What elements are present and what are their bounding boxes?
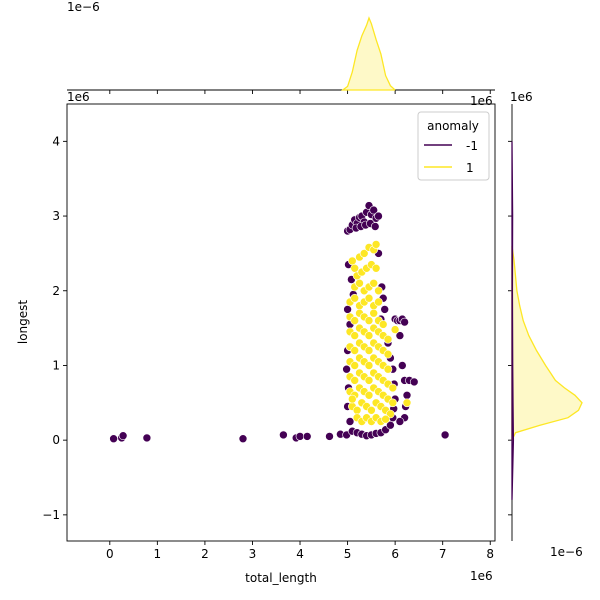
legend: anomaly -1 1 <box>417 111 490 181</box>
legend-box <box>417 111 490 181</box>
scatter-point-pos1-18 <box>350 293 360 303</box>
scatter-point-pos1-31 <box>378 320 388 329</box>
scatter-point-neg1-35 <box>343 305 352 314</box>
x-tick-label-8: 8 <box>486 547 494 561</box>
scatter-point-pos1-45 <box>364 346 374 355</box>
top-density-panel <box>67 16 495 94</box>
scatter-point-neg1-9 <box>325 432 334 441</box>
scatter-point-pos1-29 <box>369 308 379 318</box>
scatter-point-neg1-38 <box>342 364 351 374</box>
right-density-tick-offset: 1e6 <box>510 90 533 104</box>
scatter-point-pos1-78 <box>388 398 398 408</box>
scatter-point-pos1-49 <box>383 349 393 359</box>
scatter-point-neg1-66 <box>400 317 409 327</box>
legend-title: anomaly <box>427 119 479 133</box>
top-density-curve-0 <box>340 16 396 91</box>
scatter-point-neg1-7 <box>295 432 305 441</box>
x-tick-label-0: 0 <box>106 547 114 561</box>
right-density-panel <box>508 104 583 541</box>
scatter-point-neg1-55 <box>380 305 390 314</box>
scatter-point-pos1-98 <box>347 394 357 404</box>
scatter-point-neg1-4 <box>238 434 248 444</box>
scatter-point-pos1-40 <box>383 334 393 344</box>
right-density-curve-0 <box>511 245 583 441</box>
scatter-point-pos1-36 <box>364 331 374 340</box>
scatter-point-neg1-8 <box>302 432 312 441</box>
scatter-point-pos1-10 <box>371 263 381 273</box>
scatter-point-neg1-68 <box>397 361 407 370</box>
scatter-point-pos1-15 <box>369 278 379 288</box>
y-axis-ticks: −1 0 1 2 3 4 <box>42 134 67 522</box>
scatter-point-pos1-21 <box>364 293 374 303</box>
scatter-point-pos1-54 <box>364 361 374 370</box>
scatter-point-pos1-68 <box>388 383 398 393</box>
y-tick-label-0: 0 <box>52 433 60 447</box>
scatter-point-pos1-80 <box>352 405 362 415</box>
scatter-point-pos1-28 <box>364 316 374 325</box>
scatter-point-neg1-5 <box>279 430 288 440</box>
legend-label-neg1: -1 <box>466 139 478 153</box>
scatter-point-pos1-51 <box>350 361 360 370</box>
x-tick-label-7: 7 <box>439 547 447 561</box>
scatter-point-pos1-96 <box>390 325 400 334</box>
x-tick-label-4: 4 <box>296 547 304 561</box>
scatter-point-pos1-94 <box>381 414 390 424</box>
scatter-point-pos1-16 <box>374 286 383 296</box>
scatter-point-neg1-31 <box>370 222 380 231</box>
right-density-offset-label: 1e−6 <box>550 545 583 559</box>
y-tick-label-4: 4 <box>52 134 60 148</box>
y-tick-label-2: 2 <box>52 284 60 298</box>
x-tick-label-1: 1 <box>154 547 162 561</box>
scatter-point-pos1-3 <box>359 249 369 258</box>
scatter-point-pos1-83 <box>367 405 376 415</box>
scatter-point-neg1-67 <box>395 331 405 340</box>
scatter-point-pos1-42 <box>350 346 360 355</box>
scatter-point-pos1-12 <box>355 278 364 288</box>
y-tick-label--1: −1 <box>42 508 60 522</box>
scatter-point-pos1-25 <box>350 316 360 325</box>
scatter-point-pos1-33 <box>350 331 360 340</box>
legend-label-pos1: 1 <box>466 161 474 175</box>
right-density-curve-1 <box>511 141 515 500</box>
scatter-point-neg1-75 <box>395 417 405 426</box>
x-offset-label: 1e6 <box>470 569 493 583</box>
x-tick-label-3: 3 <box>249 547 257 561</box>
scatter-point-neg1-3 <box>142 433 152 443</box>
scatter-point-pos1-63 <box>364 376 374 385</box>
top-density-tick-offset: 1e6 <box>470 94 493 108</box>
scatter-point-neg1-72 <box>409 377 419 387</box>
x-axis-label: total_length <box>245 571 317 585</box>
x-axis-ticks: 0 1 2 3 4 5 6 7 8 <box>106 541 494 561</box>
scatter-point-pos1-58 <box>383 364 393 374</box>
y-axis-label: longest <box>16 300 30 345</box>
x-tick-label-5: 5 <box>344 547 352 561</box>
scatter-point-neg1-12 <box>440 430 450 440</box>
scatter-point-pos1-0 <box>347 256 357 266</box>
scatter-point-pos1-97 <box>402 398 412 408</box>
x-tick-label-6: 6 <box>391 547 399 561</box>
scatter-point-neg1-2 <box>118 431 128 441</box>
scatter-point-pos1-1 <box>350 263 360 273</box>
scatter-point-neg1-26 <box>374 211 383 221</box>
top-density-offset-label: 1e−6 <box>67 0 100 14</box>
x-tick-label-2: 2 <box>201 547 209 561</box>
y-tick-label-1: 1 <box>52 358 60 372</box>
scatter-point-pos1-23 <box>374 297 383 307</box>
scatter-point-neg1-0 <box>109 434 118 444</box>
scatter-point-pos1-60 <box>350 376 360 385</box>
scatter-point-neg1-24 <box>369 205 379 215</box>
scatter-point-pos1-73 <box>364 390 374 400</box>
y-offset-label: 1e6 <box>67 90 90 104</box>
scatter-point-neg1-70 <box>402 390 412 400</box>
scatter-point-pos1-95 <box>371 240 381 249</box>
scatter-point-neg1-41 <box>345 417 355 426</box>
y-tick-label-3: 3 <box>52 209 60 223</box>
scatter-points <box>109 201 450 444</box>
